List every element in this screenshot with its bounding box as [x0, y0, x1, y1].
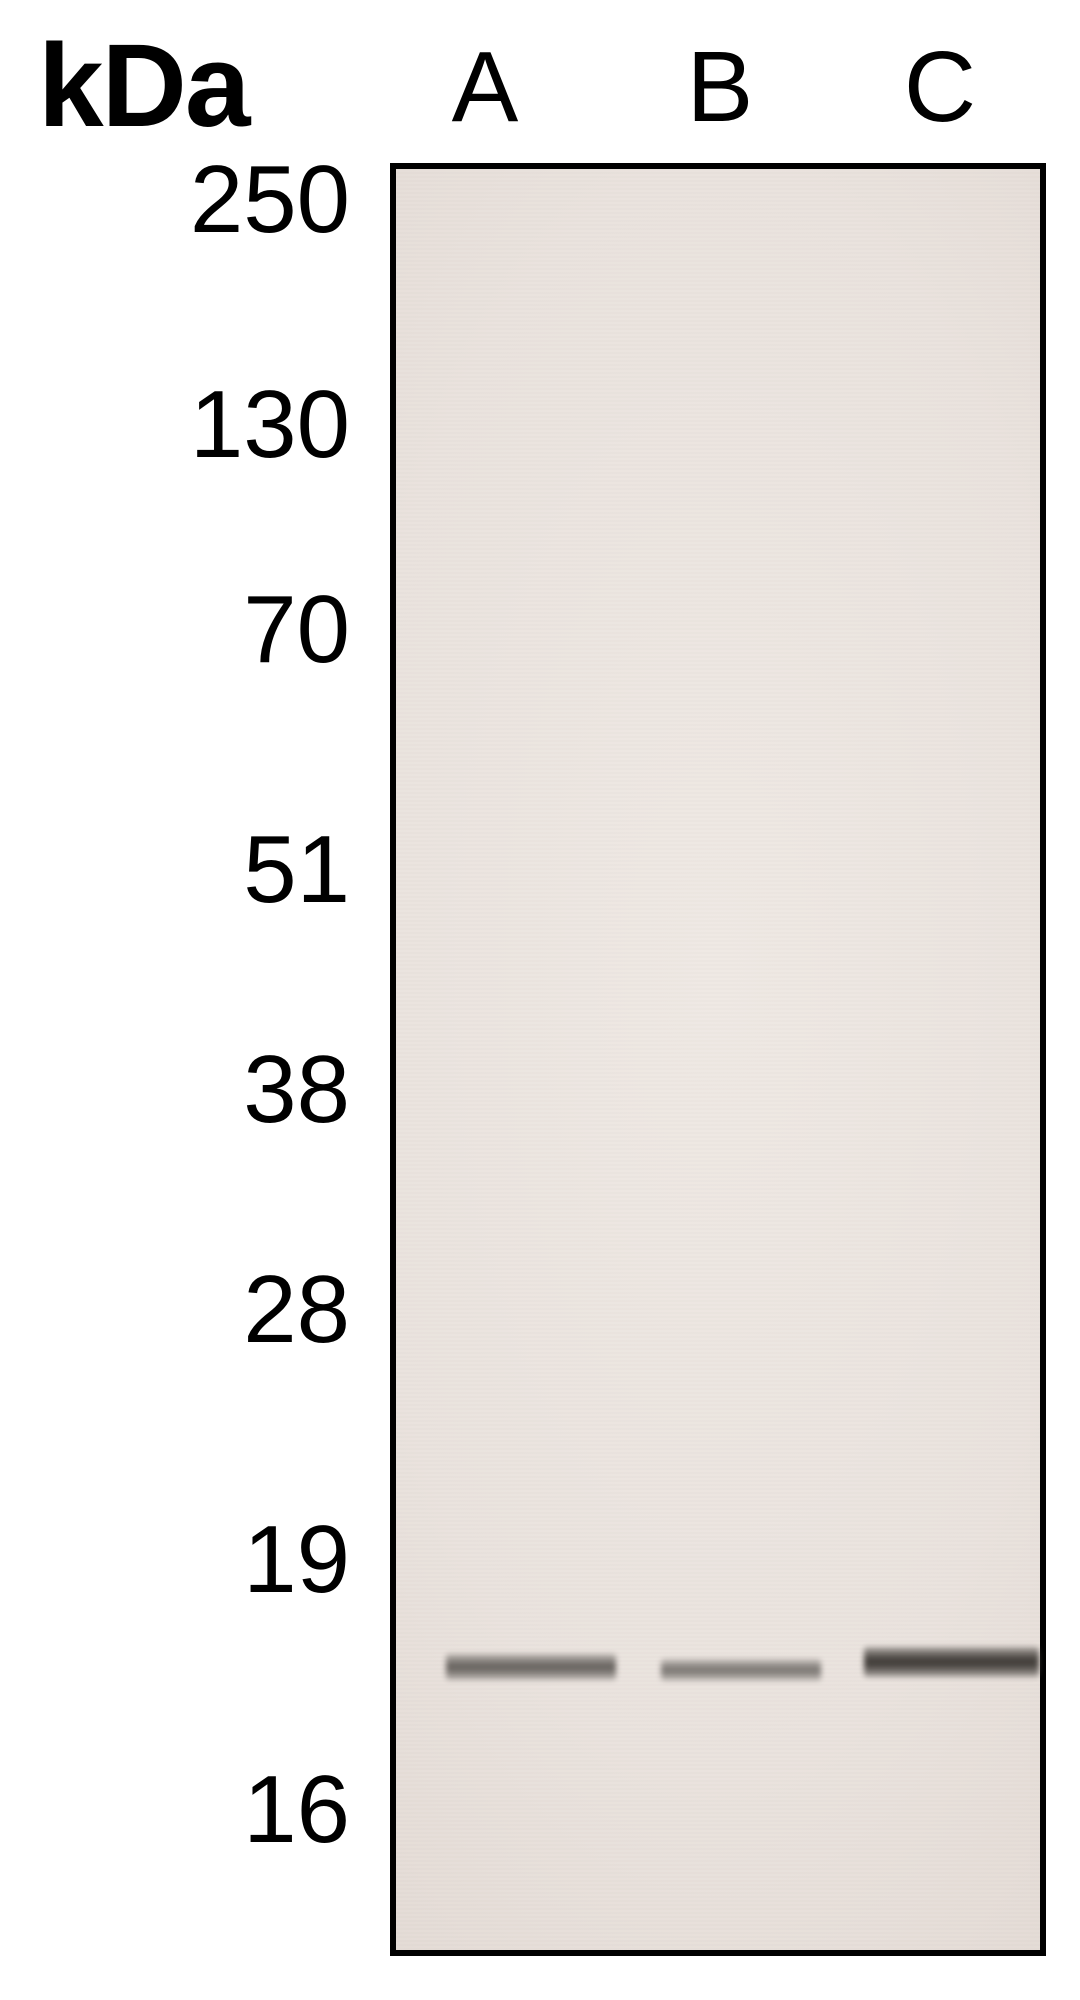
mw-marker-51: 51 — [243, 815, 350, 925]
lane-label-a: A — [452, 30, 519, 145]
mw-marker-16: 16 — [243, 1755, 350, 1865]
mw-marker-28: 28 — [243, 1255, 350, 1365]
mw-marker-38: 38 — [243, 1035, 350, 1145]
mw-marker-250: 250 — [190, 145, 350, 255]
lane-label-c: C — [904, 30, 976, 145]
protein-band-lane-a — [446, 1654, 616, 1680]
mw-marker-19: 19 — [243, 1505, 350, 1615]
protein-band-lane-c — [864, 1647, 1039, 1677]
blot-membrane-frame — [390, 163, 1046, 1956]
mw-marker-70: 70 — [243, 575, 350, 685]
protein-band-lane-b — [661, 1659, 821, 1681]
lane-label-b: B — [687, 30, 754, 145]
blot-bands-layer — [396, 169, 1040, 1950]
mw-marker-130: 130 — [190, 370, 350, 480]
western-blot-figure: kDa A B C 250 130 70 51 38 28 19 16 — [0, 0, 1080, 2000]
y-axis-unit-label: kDa — [38, 18, 248, 154]
